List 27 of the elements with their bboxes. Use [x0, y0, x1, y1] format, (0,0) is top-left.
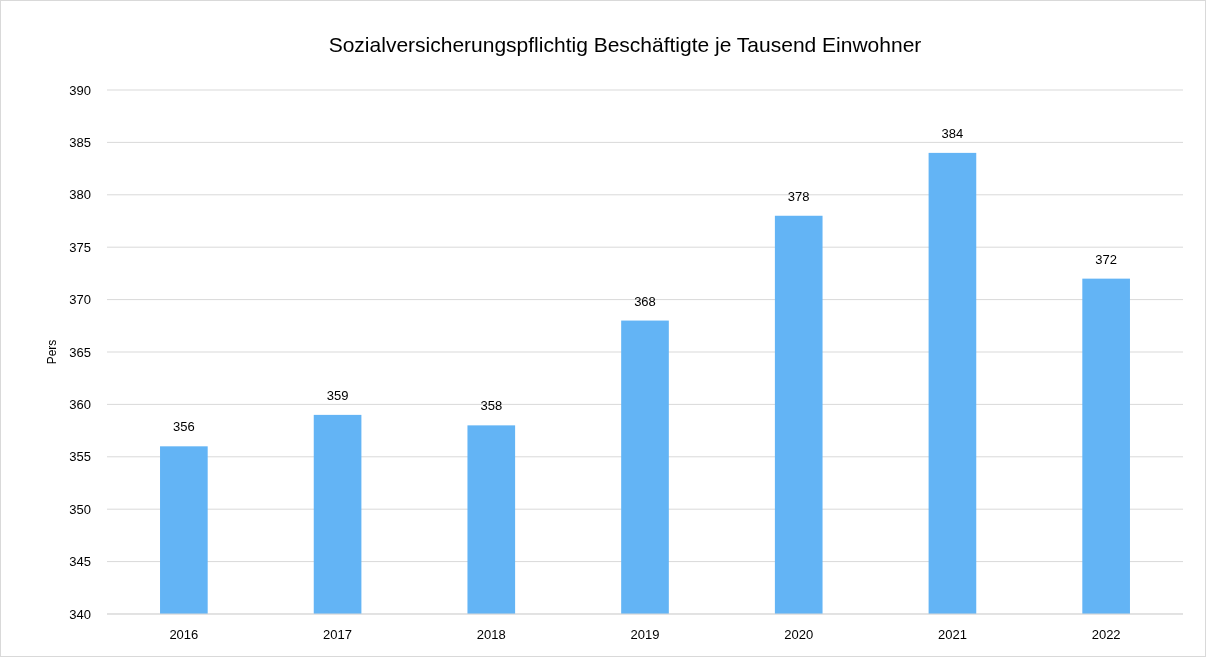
- y-tick-label: 345: [69, 554, 91, 570]
- x-tick-label: 2021: [937, 627, 967, 642]
- y-tick-label: 350: [69, 501, 91, 517]
- data-label: 368: [634, 293, 656, 309]
- chart-title: Sozialversicherungspflichtig Beschäftigte je Tausend Einwohner: [328, 33, 922, 56]
- y-tick-label: 340: [69, 606, 91, 622]
- y-tick-label: 370: [69, 292, 91, 308]
- y-tick-label: 360: [69, 396, 91, 412]
- x-tick-label: 2019: [630, 627, 660, 642]
- data-label: 359: [326, 387, 349, 403]
- x-tick-label: 2017: [323, 627, 353, 642]
- y-tick-label: 355: [69, 449, 91, 465]
- x-tick-label: 2022: [1091, 627, 1121, 642]
- data-label: 384: [941, 125, 964, 141]
- y-axis-title: Pers: [45, 339, 59, 365]
- x-tick-label: 2020: [784, 627, 814, 642]
- data-label: 372: [1095, 251, 1117, 267]
- y-tick-label: 385: [69, 134, 91, 150]
- data-label: 358: [480, 398, 503, 414]
- y-tick-label: 390: [69, 82, 91, 98]
- data-label: 356: [173, 419, 195, 435]
- y-tick-label: 375: [69, 239, 91, 255]
- data-label: 378: [787, 188, 810, 204]
- y-tick-label: 380: [69, 187, 91, 203]
- y-tick-label: 365: [69, 344, 91, 360]
- x-tick-label: 2016: [169, 627, 199, 642]
- x-tick-label: 2018: [476, 627, 506, 642]
